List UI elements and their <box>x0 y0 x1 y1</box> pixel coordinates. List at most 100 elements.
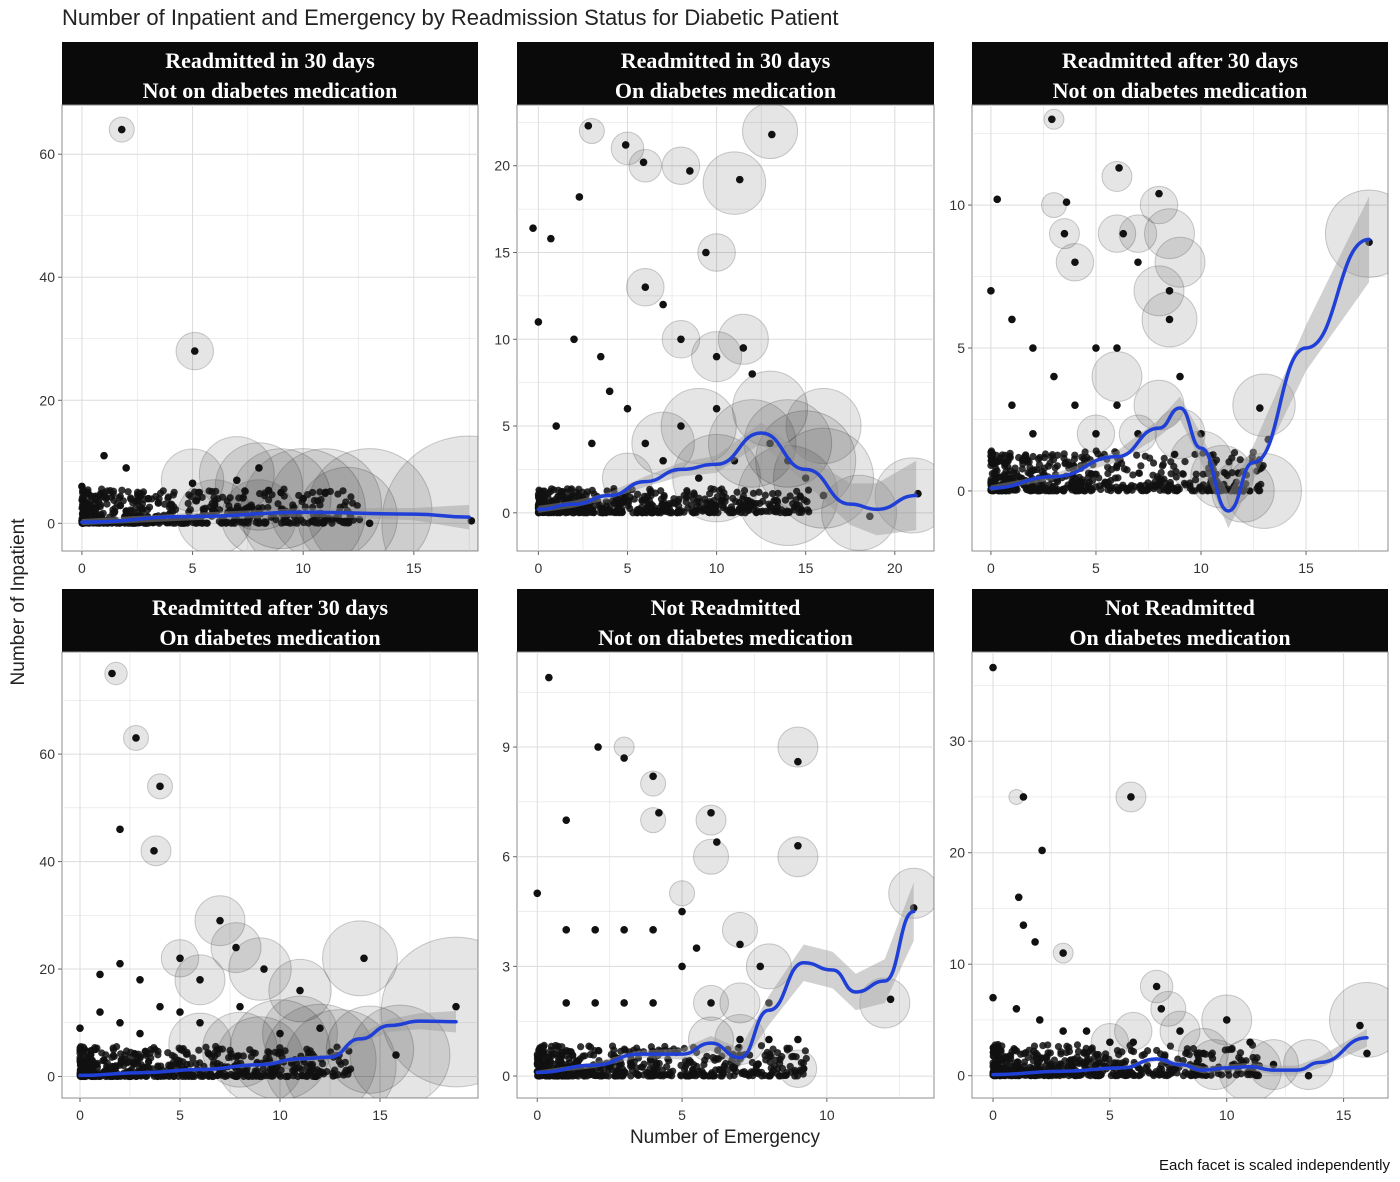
data-point <box>226 1047 233 1054</box>
data-point <box>1074 1041 1081 1048</box>
data-point <box>1142 1064 1149 1071</box>
data-point <box>1159 462 1166 469</box>
y-tick-label: 20 <box>494 158 510 174</box>
data-point <box>1002 452 1009 459</box>
data-point <box>609 1042 616 1049</box>
data-point <box>1039 1042 1046 1049</box>
y-tick-label: 20 <box>949 845 965 861</box>
data-point <box>146 504 153 511</box>
data-point <box>1171 451 1178 458</box>
data-point <box>322 489 330 497</box>
data-point <box>705 509 712 516</box>
data-point <box>1193 1050 1200 1057</box>
data-point <box>533 889 541 897</box>
data-point <box>1071 258 1079 266</box>
data-point <box>750 490 757 497</box>
x-tick-label: 5 <box>1106 1107 1114 1123</box>
y-tick-label: 5 <box>957 340 965 356</box>
data-point <box>1107 487 1114 494</box>
size-bubble <box>105 662 127 684</box>
data-point <box>1048 115 1056 123</box>
data-point <box>205 487 212 494</box>
data-point <box>1180 471 1187 478</box>
data-point <box>1133 452 1140 459</box>
data-point <box>670 495 677 502</box>
data-point <box>299 1072 306 1079</box>
data-point <box>246 1046 253 1053</box>
facet-strip-label: Readmitted after 30 days <box>1062 48 1298 73</box>
data-point <box>1176 373 1184 381</box>
y-tick-label: 6 <box>502 849 510 865</box>
data-point <box>109 1065 116 1072</box>
data-point <box>686 167 694 175</box>
data-point <box>1088 1046 1095 1053</box>
data-point <box>562 999 570 1007</box>
data-point <box>342 498 349 505</box>
data-point <box>594 743 602 751</box>
x-tick-label: 10 <box>272 1107 288 1123</box>
data-point <box>786 508 793 515</box>
data-point <box>709 1054 716 1061</box>
data-point <box>1013 1005 1021 1013</box>
data-point <box>96 971 104 979</box>
data-point <box>236 1003 244 1011</box>
data-point <box>1043 1061 1050 1068</box>
data-point <box>1257 481 1264 488</box>
data-point <box>266 1049 273 1056</box>
data-point <box>695 474 703 482</box>
data-point <box>649 926 657 934</box>
data-point <box>189 480 197 488</box>
data-point <box>1135 1072 1142 1079</box>
data-point <box>1083 1027 1091 1035</box>
data-point <box>296 987 304 995</box>
data-point <box>1158 1005 1166 1013</box>
data-point <box>589 507 596 514</box>
data-point <box>659 457 667 465</box>
data-point <box>1116 1071 1123 1078</box>
data-point <box>690 489 697 496</box>
facet-strip-label: On diabetes medication <box>615 78 836 103</box>
data-point <box>239 1068 246 1075</box>
data-point <box>97 501 104 508</box>
x-tick-label: 5 <box>189 560 197 576</box>
data-point <box>1008 401 1016 409</box>
data-point <box>171 489 178 496</box>
data-point <box>569 1051 576 1058</box>
data-point <box>253 1069 260 1076</box>
data-point <box>187 493 194 500</box>
data-point <box>223 519 230 526</box>
data-point <box>1115 1060 1122 1067</box>
size-bubble <box>579 119 604 144</box>
data-point <box>1055 1063 1062 1070</box>
data-point <box>207 1070 214 1077</box>
x-tick-label: 20 <box>887 560 903 576</box>
y-tick-label: 0 <box>957 1068 965 1084</box>
data-point <box>1127 793 1135 801</box>
data-point <box>1034 1060 1041 1067</box>
data-point <box>235 1052 242 1059</box>
data-point <box>1195 1057 1202 1064</box>
data-point <box>154 1062 161 1069</box>
size-bubble <box>703 152 766 215</box>
data-point <box>750 502 757 509</box>
data-point <box>614 500 621 507</box>
data-point <box>1026 458 1033 465</box>
data-point <box>96 1008 104 1016</box>
data-point <box>316 1024 324 1032</box>
data-point <box>165 493 172 500</box>
data-point <box>584 122 592 130</box>
x-tick-label: 0 <box>533 1107 541 1123</box>
data-point <box>265 487 272 494</box>
data-point <box>1363 1050 1371 1058</box>
x-tick-label: 10 <box>819 1107 835 1123</box>
data-point <box>740 502 747 509</box>
data-point <box>1141 1051 1148 1058</box>
data-point <box>277 489 285 497</box>
data-point <box>155 499 162 506</box>
data-point <box>620 1070 627 1077</box>
data-point <box>548 485 555 492</box>
data-point <box>543 1060 550 1067</box>
data-point <box>282 1073 289 1080</box>
data-point <box>1166 316 1174 324</box>
data-point <box>116 1062 123 1069</box>
